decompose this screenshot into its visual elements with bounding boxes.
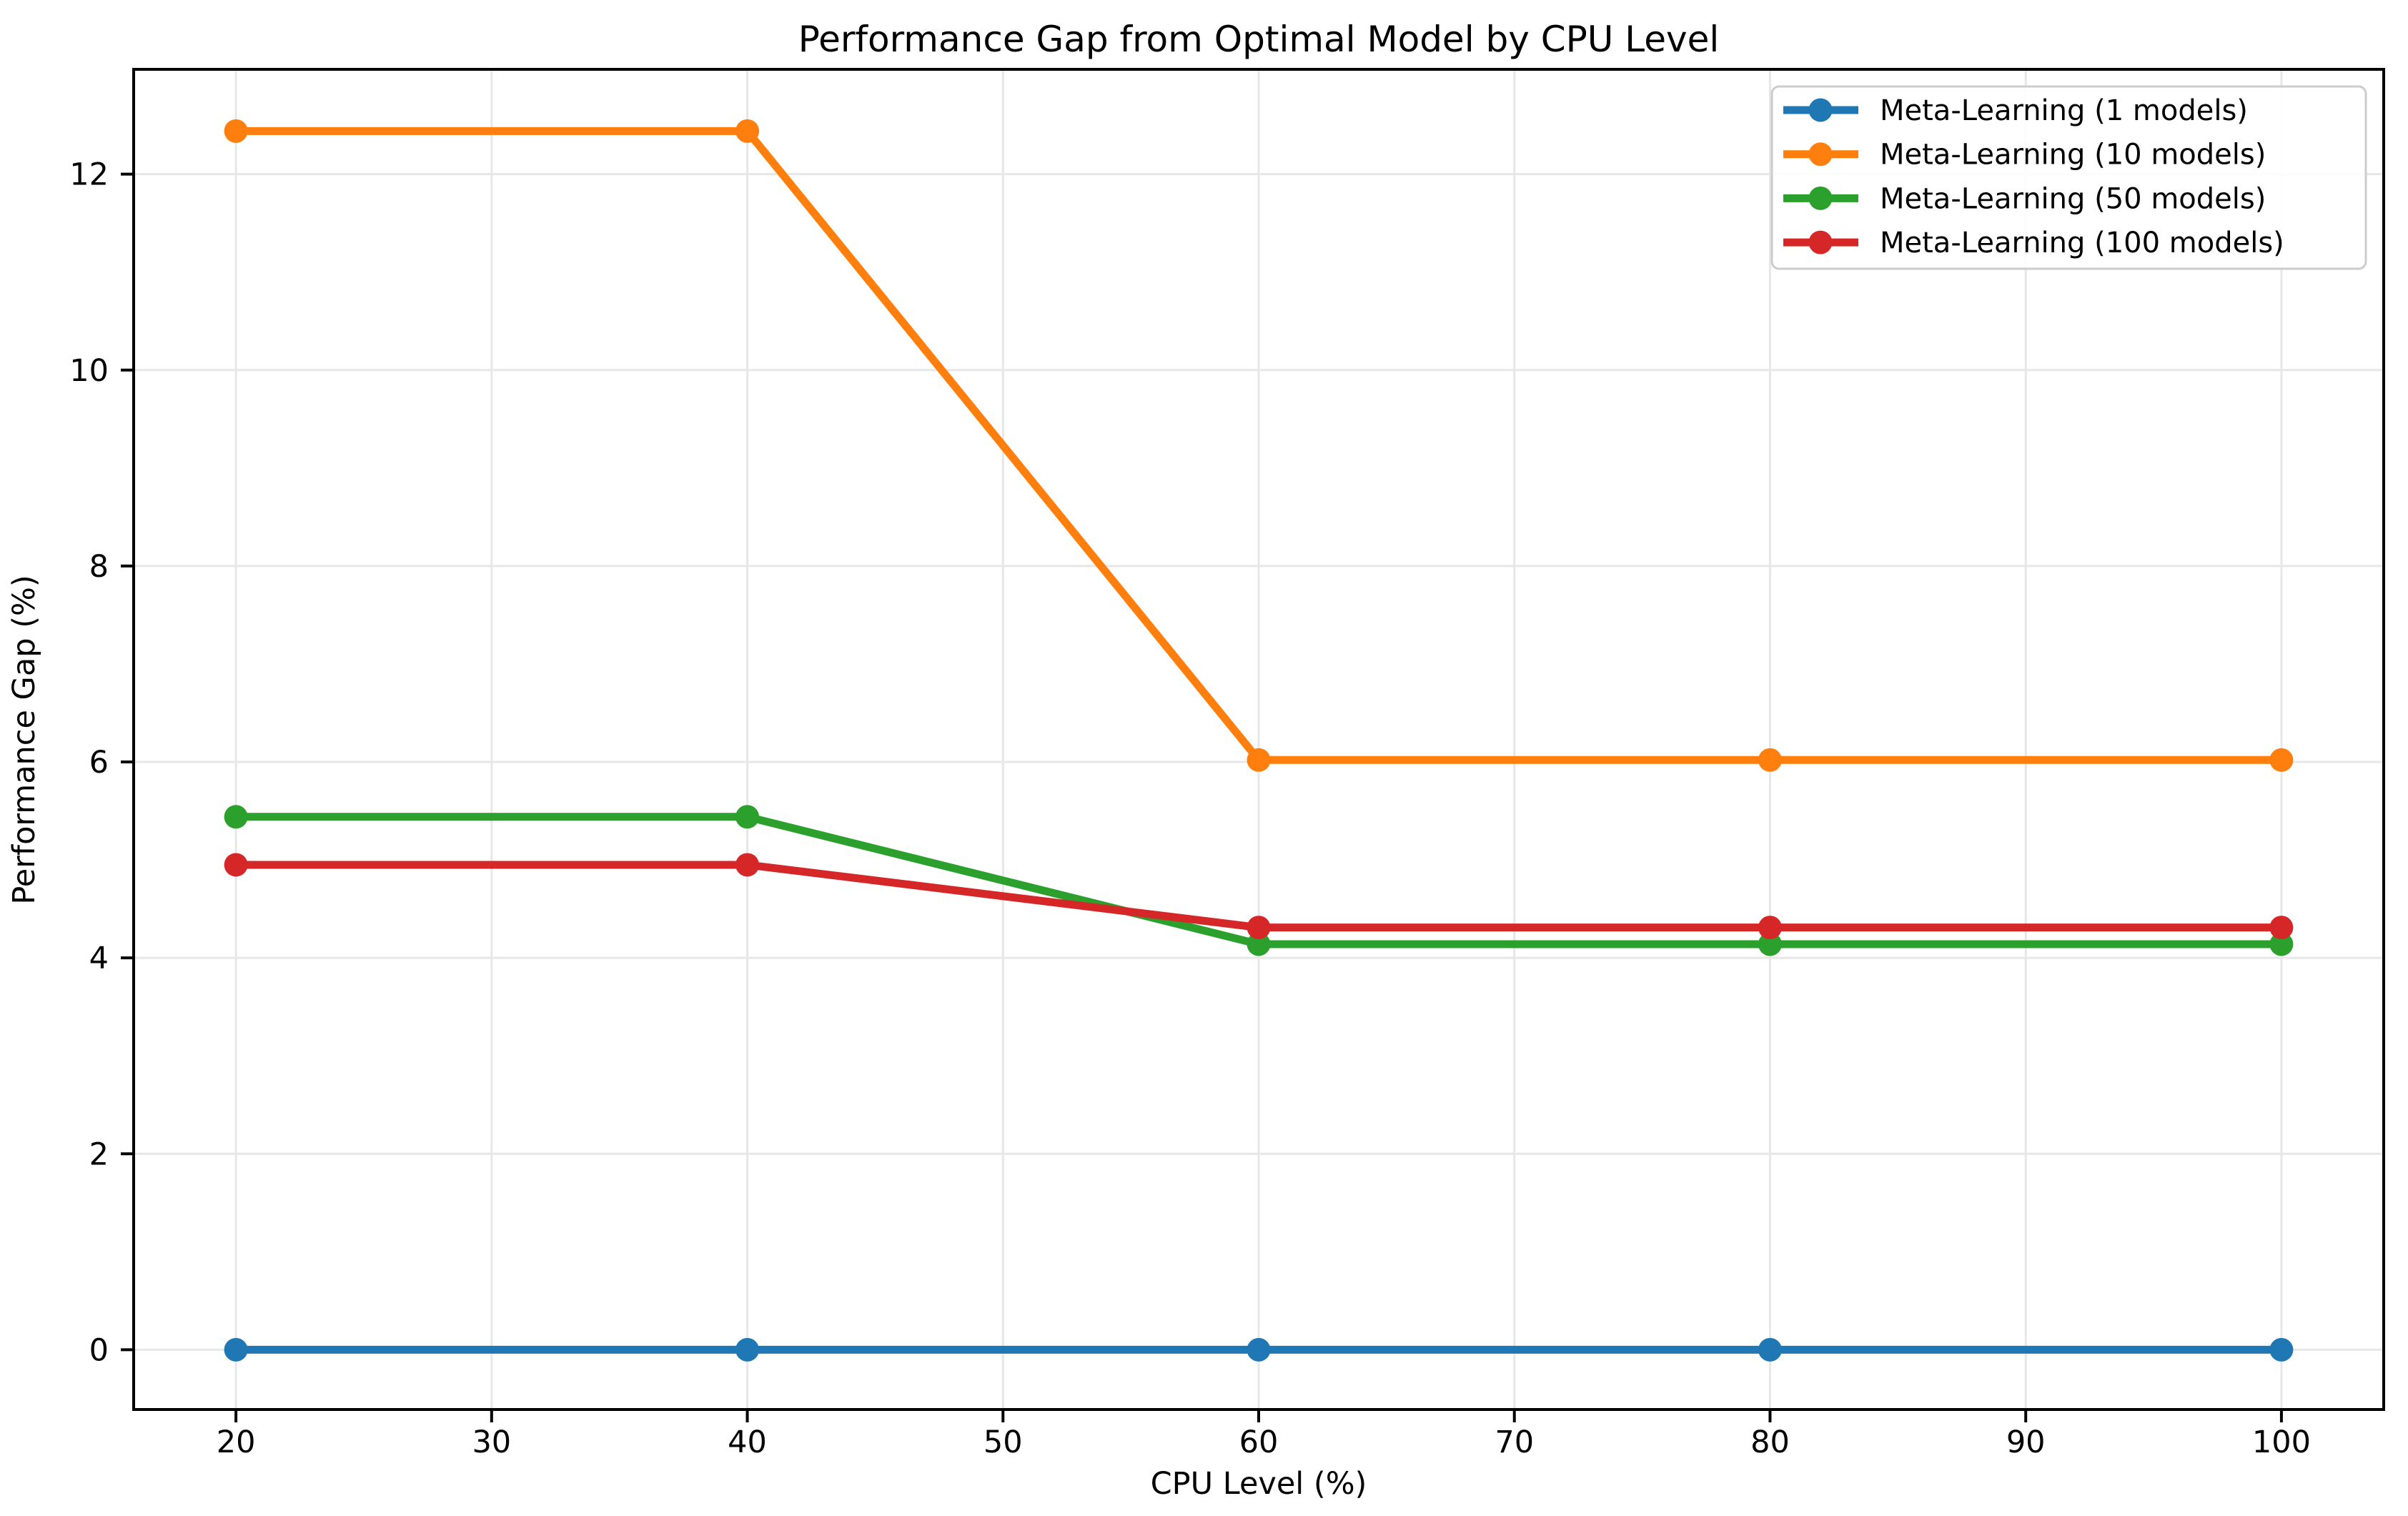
data-point-marker [735,805,760,829]
legend-entry-label: Meta-Learning (100 models) [1880,227,2284,259]
gridlines [134,69,2384,1410]
y-tick-label: 4 [89,941,109,976]
x-tick-label: 70 [1495,1425,1534,1460]
x-tick-label: 100 [2252,1425,2311,1460]
y-tick-label: 2 [89,1136,109,1172]
x-tick-label: 50 [983,1425,1023,1460]
axis-ticks: 20 30 40 50 60 70 80 90 100 0 2 4 6 8 10 12 [69,157,2311,1460]
x-tick-label: 60 [1239,1425,1279,1460]
data-series [224,119,2294,1362]
y-tick-label: 8 [89,549,109,585]
legend-sample-marker [1808,98,1833,122]
data-point-marker [1758,916,1782,940]
data-point-marker [2269,932,2294,956]
y-axis-label: Performance Gap (%) [6,575,42,904]
y-tick-label: 10 [69,353,109,389]
data-point-marker [1758,932,1782,956]
data-point-marker [735,1337,760,1362]
data-point-marker [224,1337,248,1362]
x-tick-label: 40 [728,1425,767,1460]
legend-sample-marker [1808,142,1833,167]
data-point-marker [2269,1337,2294,1362]
data-point-marker [1247,1337,1271,1362]
legend-sample-marker [1808,230,1833,254]
data-point-marker [2269,916,2294,940]
data-point-marker [2269,748,2294,772]
data-point-marker [1247,916,1271,940]
plot-frame [132,68,2385,1411]
data-point-marker [224,853,248,877]
x-tick-label: 80 [1750,1425,1790,1460]
legend-sample-marker [1808,186,1833,210]
data-point-marker [224,119,248,143]
legend-entry-label: Meta-Learning (10 models) [1880,139,2266,172]
chart-title: Performance Gap from Optimal Model by CP… [798,19,1720,60]
x-tick-label: 90 [2006,1425,2046,1460]
legend-box [1770,85,2367,270]
data-point-marker [224,805,248,829]
legend: Meta-Learning (1 models) Meta-Learning (1… [1770,85,2367,270]
y-tick-label: 0 [89,1332,109,1368]
legend-entry-label: Meta-Learning (1 models) [1880,94,2248,127]
data-point-marker [1758,1337,1782,1362]
x-tick-label: 30 [472,1425,511,1460]
legend-entry-label: Meta-Learning (50 models) [1880,182,2266,215]
x-axis-label: CPU Level (%) [1151,1466,1367,1502]
data-point-marker [1758,748,1782,772]
data-point-marker [1247,748,1271,772]
data-point-marker [735,853,760,877]
y-tick-label: 12 [69,157,109,193]
data-point-marker [1247,932,1271,956]
x-tick-label: 20 [217,1425,256,1460]
y-tick-label: 6 [89,745,109,781]
data-point-marker [735,119,760,143]
